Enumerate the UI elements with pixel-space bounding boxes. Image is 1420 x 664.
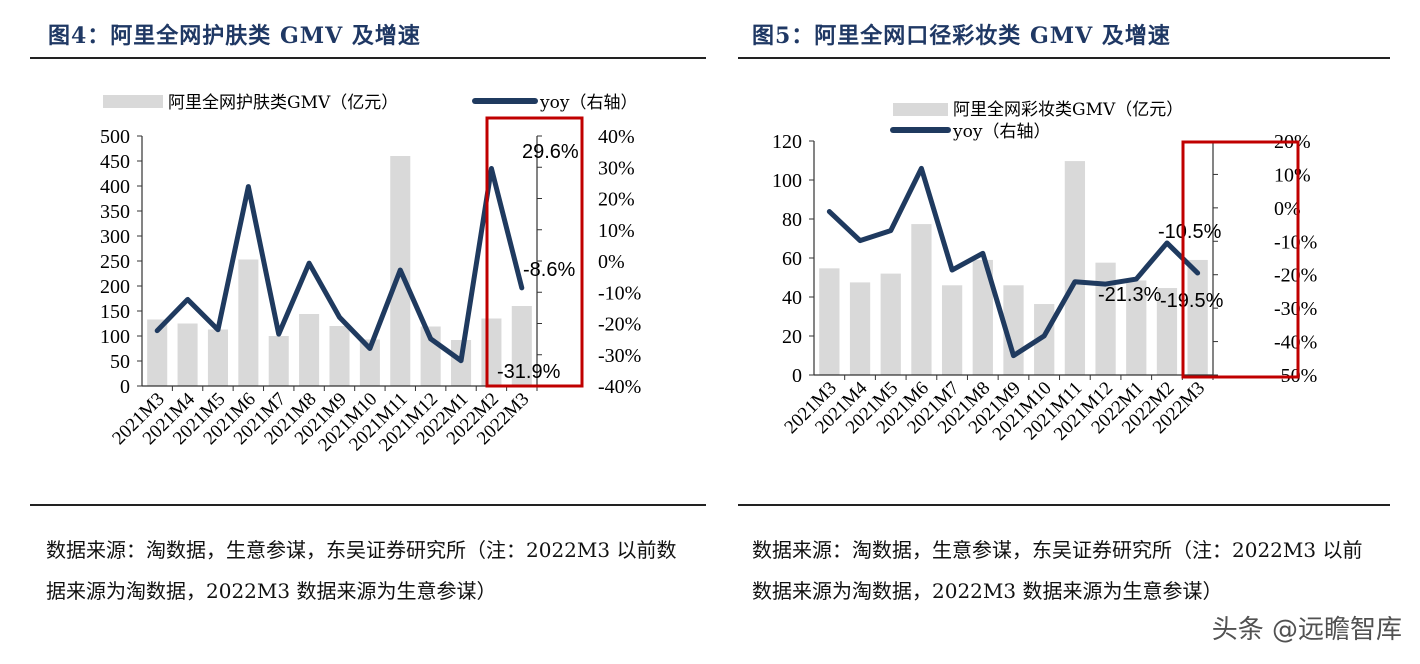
yoy-data-label: -19.5% <box>1160 290 1224 312</box>
legend-bar-label: 阿里全网护肤类GMV（亿元） <box>168 93 398 113</box>
right-top-rule <box>738 57 1390 59</box>
y-tick-label: 250 <box>100 251 130 273</box>
y-tick-label: 300 <box>100 226 130 248</box>
right-figure-title: 图5：阿里全网口径彩妆类 GMV 及增速 <box>752 23 1171 49</box>
y-tick-label: 60 <box>782 248 802 270</box>
y2-tick-label: -10% <box>1274 231 1317 253</box>
y2-tick-label: -20% <box>1274 265 1317 287</box>
y2-tick-label: 10% <box>598 220 635 242</box>
legend-line-label: yoy（右轴） <box>539 93 637 113</box>
y2-tick-label: -40% <box>1274 332 1317 354</box>
yoy-data-label: 29.6% <box>522 141 579 163</box>
gmv-bar <box>1156 288 1178 375</box>
y-tick-label: 400 <box>100 176 130 198</box>
gmv-bar <box>207 329 228 386</box>
gmv-bar <box>972 259 993 375</box>
y2-tick-label: 30% <box>598 157 635 179</box>
legend-bar-swatch <box>103 95 163 108</box>
gmv-bar <box>1126 280 1147 375</box>
gmv-bar <box>268 336 289 386</box>
y-tick-label: 450 <box>100 151 130 173</box>
y2-tick-label: -30% <box>1274 298 1317 320</box>
y-tick-label: 20 <box>782 326 802 348</box>
gmv-bar <box>147 319 168 386</box>
gmv-bar <box>1187 259 1208 375</box>
y2-tick-label: -40% <box>598 376 641 398</box>
legend-bar-swatch <box>893 103 948 116</box>
right-bottom-rule <box>738 504 1390 506</box>
y-tick-label: 200 <box>100 276 130 298</box>
gmv-bar <box>1034 304 1055 375</box>
y-tick-label: 40 <box>782 287 802 309</box>
left-figure-title: 图4：阿里全网护肤类 GMV 及增速 <box>48 23 421 49</box>
gmv-bar <box>238 259 259 386</box>
gmv-bar <box>177 323 198 386</box>
y-tick-label: 100 <box>100 326 130 348</box>
y-tick-label: 500 <box>100 126 130 148</box>
gmv-bar <box>329 326 350 386</box>
legend-line-label: yoy（右轴） <box>952 122 1050 142</box>
left-source-note: 数据来源：淘数据，生意参谋，东吴证券研究所（注：2022M3 以前数据来源为淘数… <box>46 538 677 603</box>
y-tick-label: 120 <box>772 131 802 153</box>
right-source-note: 数据来源：淘数据，生意参谋，东吴证券研究所（注：2022M3 以前数据来源为淘数… <box>752 538 1363 603</box>
gmv-bar <box>849 282 871 375</box>
legend-bar-label: 阿里全网彩妆类GMV（亿元） <box>953 100 1183 120</box>
y2-tick-label: -10% <box>598 282 641 304</box>
y-tick-label: 350 <box>100 201 130 223</box>
yoy-data-label: -21.3% <box>1098 284 1162 306</box>
gmv-bar <box>941 285 963 375</box>
gmv-bar <box>1095 262 1116 375</box>
highlight-box <box>1181 140 1300 379</box>
gmv-bar <box>299 314 320 386</box>
gmv-bar <box>1064 161 1086 375</box>
y-tick-label: 100 <box>772 170 802 192</box>
yoy-data-label: -10.5% <box>1158 221 1222 243</box>
y-tick-label: 80 <box>782 209 802 231</box>
y2-tick-label: 20% <box>598 189 635 211</box>
gmv-bar <box>911 224 932 375</box>
y-tick-label: 50 <box>110 351 130 373</box>
yoy-data-label: -31.9% <box>497 361 561 383</box>
y-tick-label: 150 <box>100 301 130 323</box>
y2-tick-label: -30% <box>598 345 641 367</box>
yoy-data-label: -8.6% <box>523 259 575 281</box>
gmv-bar <box>819 268 840 375</box>
gmv-bar <box>511 306 532 386</box>
highlight-box <box>485 116 584 388</box>
y2-tick-label: -20% <box>598 314 641 336</box>
y2-tick-label: 0% <box>598 251 625 273</box>
y2-tick-label: 40% <box>598 126 635 148</box>
y2-tick-label: 10% <box>1274 164 1311 186</box>
y-tick-label: 0 <box>120 376 130 398</box>
watermark: 头条 @远瞻智库 <box>1211 615 1402 645</box>
left-top-rule <box>30 57 706 59</box>
left-bottom-rule <box>30 504 706 506</box>
gmv-bar <box>359 339 380 386</box>
y-tick-label: 0 <box>792 365 802 387</box>
y2-tick-label: 0% <box>1274 198 1301 220</box>
gmv-bar <box>880 273 901 375</box>
